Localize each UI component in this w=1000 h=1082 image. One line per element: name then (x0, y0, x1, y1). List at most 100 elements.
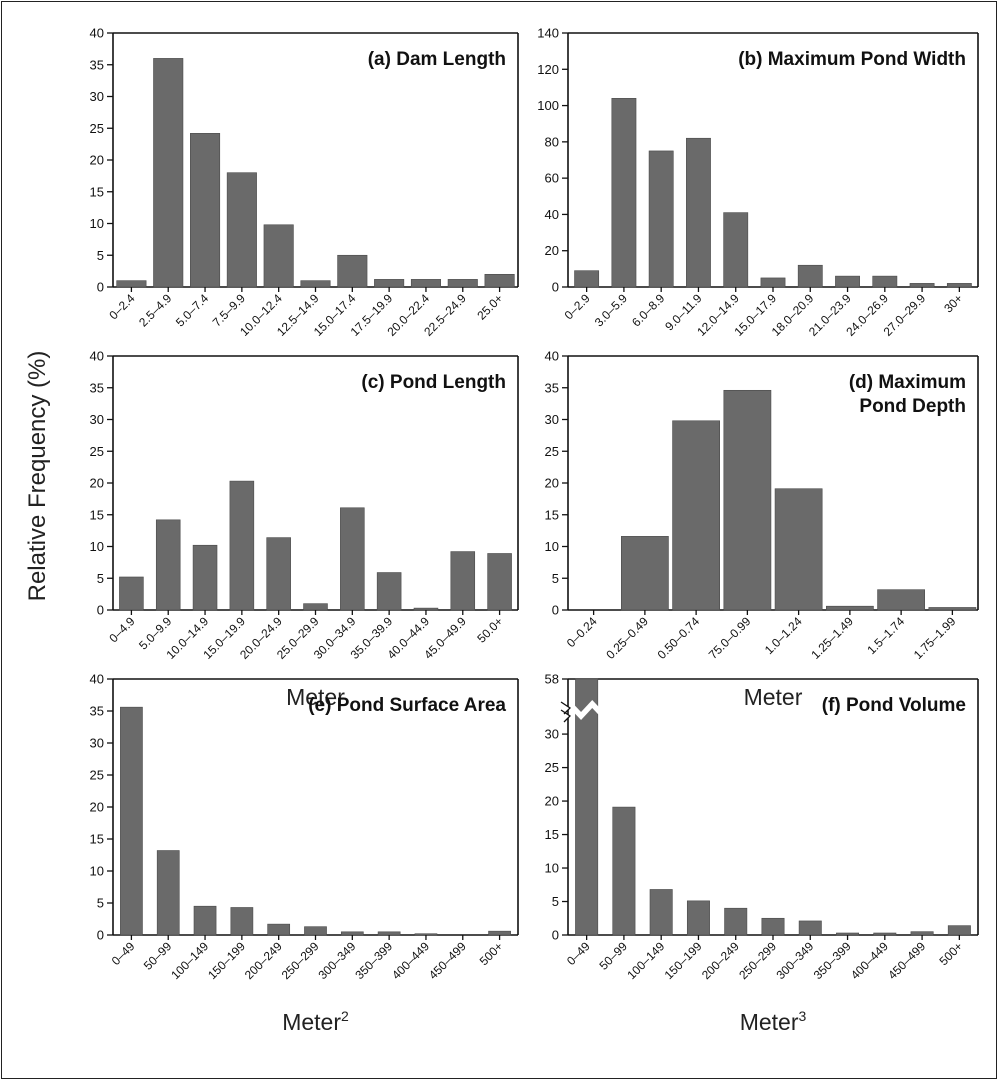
bar-c-2 (192, 544, 218, 611)
y-tick-label: 20 (545, 794, 559, 809)
panel-title: (d) Maximum (849, 372, 966, 393)
y-tick-label: 5 (97, 571, 104, 586)
x-tick-label: 30+ (941, 291, 965, 315)
bar-e-0 (120, 706, 143, 936)
x-tick-label: 25.0+ (474, 291, 505, 322)
bar-f-3 (686, 900, 710, 936)
y-tick-label: 15 (545, 507, 559, 522)
y-tick-label: 20 (545, 243, 559, 258)
y-tick-label: 40 (90, 672, 104, 687)
bar-b-9 (909, 283, 935, 288)
axis-break-gap (573, 700, 600, 720)
x-tick-label: 250–299 (736, 939, 779, 982)
y-tick-label: 120 (537, 62, 559, 77)
x-tick-label: 450–499 (885, 939, 928, 982)
y-tick-label: 25 (545, 760, 559, 775)
bar-c-4 (266, 537, 291, 611)
x-tick-label: 5.0–7.4 (173, 291, 211, 329)
y-tick-label: 60 (545, 171, 559, 186)
bar-e-6 (340, 931, 364, 936)
bar-a-3 (226, 172, 257, 288)
bar-a-5 (300, 280, 331, 288)
bar-b-5 (760, 277, 786, 288)
bar-f-4 (724, 907, 748, 936)
x-tick-label: 50–99 (141, 939, 175, 973)
y-tick-label: 58 (545, 672, 559, 687)
bar-e-7 (377, 931, 401, 936)
bar-f-8 (873, 932, 897, 936)
x-tick-label: 0–0.24 (564, 614, 600, 650)
y-tick-label: 15 (90, 184, 104, 199)
y-tick-label: 0 (552, 603, 559, 618)
bar-b-1 (611, 98, 637, 288)
bar-e-8 (414, 933, 438, 936)
bar-e-2 (193, 905, 217, 936)
y-tick-label: 30 (545, 412, 559, 427)
x-tick-label: 75.0–0.99 (706, 614, 754, 662)
x-tick-label: 300–349 (316, 939, 359, 982)
x-tick-label: 0–2.4 (106, 291, 137, 322)
bar-b-2 (648, 150, 674, 288)
y-tick-label: 10 (545, 539, 559, 554)
bar-c-5 (303, 603, 328, 611)
y-tick-label: 0 (97, 928, 104, 943)
x-tick-label: 0.50–0.74 (655, 614, 703, 662)
bar-d-4 (774, 488, 823, 611)
bar-c-7 (376, 572, 402, 611)
x-axis-label-superscript: 2 (341, 1008, 349, 1024)
y-tick-label: 25 (90, 121, 104, 136)
bar-a-10 (484, 273, 515, 288)
x-tick-label: 0.25–0.49 (603, 614, 651, 662)
x-axis-label: Meter (286, 684, 345, 710)
y-tick-label: 10 (90, 216, 104, 231)
bar-d-1 (620, 536, 669, 611)
y-tick-label: 40 (545, 207, 559, 222)
panel-title: (e) Pond Surface Area (308, 695, 506, 716)
bar-d-7 (928, 607, 977, 611)
x-axis-label-text: Meter (740, 1009, 799, 1035)
y-tick-label: 5 (97, 896, 104, 911)
x-tick-label: 200–249 (699, 939, 742, 982)
y-tick-label: 35 (90, 380, 104, 395)
panel-title: (b) Maximum Pond Width (738, 49, 966, 70)
y-tick-label: 100 (537, 98, 559, 113)
bar-a-7 (374, 279, 405, 288)
y-tick-label: 40 (90, 26, 104, 41)
x-axis-label: Meter (744, 684, 803, 710)
bar-f-2 (649, 889, 673, 936)
y-tick-label: 35 (90, 704, 104, 719)
y-tick-label: 20 (90, 476, 104, 491)
y-tick-label: 0 (97, 603, 104, 618)
y-tick-label: 15 (90, 507, 104, 522)
x-axis-label: Meter2 (282, 1008, 349, 1035)
bar-c-6 (340, 507, 365, 611)
bar-e-5 (304, 926, 327, 936)
bar-f-5 (761, 917, 785, 936)
panel-d: 0 5 10 15 20 25 30 35 40 0–0.24 0.25–0.49 0.50–0.74… (545, 349, 979, 710)
x-tick-label: 0–4.9 (106, 614, 137, 645)
x-tick-label: 1.25–1.49 (808, 614, 856, 662)
panel-title: (a) Dam Length (368, 49, 506, 70)
x-tick-label: 450–499 (426, 939, 469, 982)
x-tick-label: 500+ (477, 939, 506, 968)
x-tick-label: 100–149 (624, 939, 667, 982)
y-tick-label: 5 (97, 248, 104, 263)
bar-c-10 (487, 553, 512, 611)
bar-e-4 (267, 923, 291, 936)
y-tick-label: 5 (552, 894, 559, 909)
bar-f-6 (798, 920, 822, 936)
bar-b-0 (574, 270, 600, 288)
panel-f: 0 5 10 15 20 25 30 58 0–49 50–99100–149150–199200… (545, 672, 979, 1035)
x-tick-label: 200–249 (242, 939, 285, 982)
y-tick-label: 140 (537, 26, 559, 41)
y-tick-label: 35 (90, 57, 104, 72)
panel-a: 05101520253035400–2.42.5–4.95.0–7.47.5–9… (90, 26, 519, 339)
x-tick-label: 250–299 (279, 939, 322, 982)
bar-f-1 (612, 806, 636, 936)
panel-title: (c) Pond Length (361, 372, 506, 393)
y-tick-label: 0 (97, 280, 104, 295)
x-tick-label: 350–399 (352, 939, 395, 982)
y-tick-label: 25 (90, 444, 104, 459)
